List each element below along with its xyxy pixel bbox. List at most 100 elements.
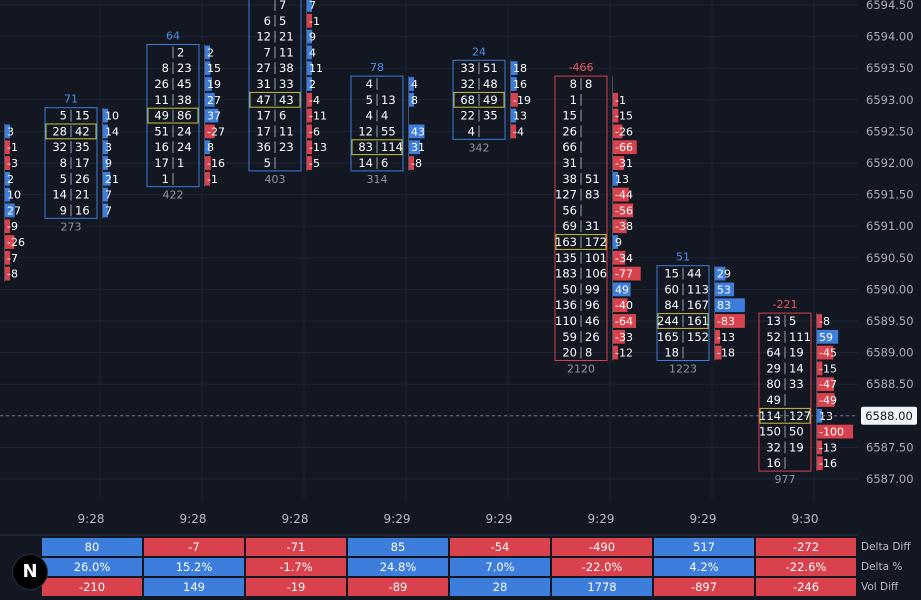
delta-bar	[205, 77, 212, 91]
bid-volume-cell: 4	[468, 124, 475, 138]
price-tick-label: 6592.00	[866, 156, 914, 170]
ask-volume-cell: 8	[585, 346, 592, 360]
delta-bar-label: -49	[819, 394, 837, 407]
bid-volume-cell: 163	[555, 235, 577, 249]
delta-diff-cell: -490	[552, 538, 652, 556]
delta-bar-label: -1	[309, 15, 320, 28]
delta-bar-label: 29	[717, 268, 731, 281]
current-price-tag-label: 6588.00	[865, 409, 913, 423]
delta-bar-label: -77	[615, 268, 633, 281]
delta-bar	[5, 250, 10, 265]
ask-volume-cell: 4	[381, 109, 388, 123]
ask-volume-cell: 44	[687, 267, 702, 281]
footprint-box	[350, 75, 404, 172]
poc-highlight	[249, 91, 301, 108]
delta-bar-label: -4	[309, 94, 320, 107]
bar-delta-label: 51	[676, 251, 690, 264]
delta-bar	[715, 266, 726, 281]
price-tick-label: 6590.00	[866, 282, 914, 296]
delta-bar	[5, 187, 10, 202]
delta-bar-label: -40	[615, 299, 633, 312]
ask-volume-cell: 11	[279, 45, 294, 59]
bid-volume-cell: 52	[766, 330, 781, 344]
delta-bar	[205, 45, 210, 60]
delta-bar	[817, 424, 853, 439]
delta-bar	[307, 45, 312, 60]
ask-volume-cell: 16	[75, 203, 90, 217]
bid-volume-cell: 20	[562, 346, 577, 360]
delta-bar	[307, 61, 312, 76]
price-tick-label: 6587.00	[866, 472, 914, 486]
bid-volume-cell: 69	[562, 219, 577, 233]
delta-percent-cell: -22.0%	[552, 558, 652, 576]
bid-volume-cell: 7	[264, 45, 271, 59]
delta-bar-label: -26	[7, 236, 25, 249]
delta-bar	[715, 282, 735, 297]
delta-bar	[613, 235, 618, 249]
delta-bar-label: -15	[615, 110, 633, 123]
bid-volume-cell: 27	[256, 61, 271, 75]
delta-diff-cell: -272	[756, 538, 856, 556]
delta-bar	[613, 187, 629, 202]
bar-delta-label: 24	[472, 45, 486, 58]
delta-bar	[5, 171, 10, 186]
delta-bar-label: -26	[615, 125, 633, 138]
time-tick-label: 9:28	[282, 512, 309, 526]
footprint-box	[758, 312, 812, 472]
bid-volume-cell: 8	[60, 156, 67, 170]
delta-bar	[307, 108, 312, 123]
delta-bar-label: 14	[105, 125, 119, 138]
delta-bar-label: -1	[7, 141, 18, 154]
bid-volume-cell: 16	[154, 140, 169, 154]
poc-highlight	[657, 313, 709, 329]
delta-bar	[511, 61, 518, 76]
delta-bar-label: -8	[7, 268, 18, 281]
bid-volume-cell: 83	[358, 140, 373, 154]
delta-bar-label: -6	[309, 125, 320, 138]
bid-volume-cell: 12	[358, 124, 373, 138]
delta-bar	[205, 156, 211, 170]
app-logo-icon[interactable]: N	[12, 554, 48, 590]
delta-bar-label: -83	[717, 315, 735, 328]
ask-volume-cell: 33	[789, 377, 804, 391]
delta-diff-cell: -71	[246, 538, 346, 556]
ask-volume-cell: 8	[585, 77, 592, 91]
bid-volume-cell: 4	[366, 109, 373, 123]
bid-volume-cell: 22	[460, 109, 475, 123]
delta-bar-label: 43	[411, 125, 425, 138]
delta-bar-label: 27	[207, 94, 221, 107]
bid-volume-cell: 49	[154, 109, 169, 123]
bar-delta-label: 64	[166, 30, 180, 43]
delta-diff-cell: 517	[654, 538, 754, 556]
bar-volume-total: 342	[469, 141, 490, 154]
delta-bar-label: 4	[309, 46, 316, 59]
delta-bar	[511, 108, 516, 123]
delta-bar	[613, 171, 618, 186]
ask-volume-cell: 26	[75, 172, 90, 186]
ask-volume-cell: 21	[75, 188, 90, 202]
bar-volume-total: 1223	[669, 363, 697, 376]
delta-bar-label: 21	[105, 173, 119, 186]
delta-bar	[613, 329, 625, 344]
delta-bar-label: -44	[615, 189, 633, 202]
ask-volume-cell: 38	[177, 93, 192, 107]
ask-volume-cell: 96	[585, 298, 600, 312]
delta-bar-label: 15	[207, 62, 221, 75]
delta-bar	[307, 29, 312, 44]
bid-volume-cell: 26	[154, 77, 169, 91]
delta-bar	[103, 140, 108, 155]
bid-volume-cell: 6	[264, 14, 271, 28]
bid-volume-cell: 64	[766, 346, 781, 360]
bid-volume-cell: 26	[562, 124, 577, 138]
delta-bar-label: -100	[819, 426, 844, 439]
bid-volume-cell: 9	[60, 203, 67, 217]
delta-bar-label: 3	[7, 125, 14, 138]
time-tick-label: 9:29	[690, 512, 717, 526]
price-tick-label: 6594.00	[866, 30, 914, 44]
price-tick-label: 6592.50	[866, 124, 914, 138]
delta-bar-label: -64	[615, 315, 633, 328]
delta-bar	[409, 92, 414, 107]
ask-volume-cell: 114	[381, 140, 403, 154]
